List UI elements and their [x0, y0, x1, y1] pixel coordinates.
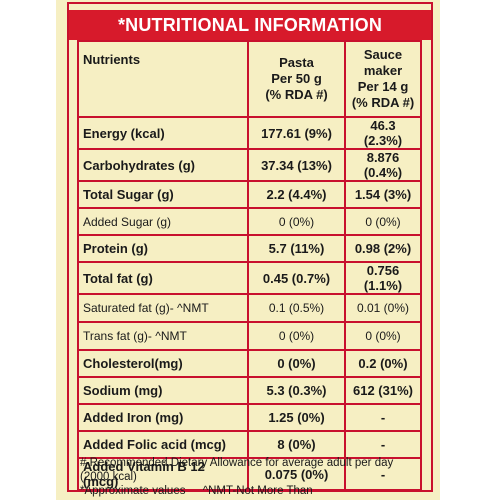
table-row: Cholesterol(mg) 0 (0%) 0.2 (0%): [77, 349, 422, 378]
row-name: Added Sugar (g): [77, 207, 249, 236]
row-sauce: 0 (0%): [344, 207, 422, 236]
row-sauce: 1.54 (3%): [344, 180, 422, 209]
row-pasta: 0.075 (0%): [247, 457, 346, 491]
footnotes: # Recommended Dietary Allowance for aver…: [80, 456, 425, 498]
row-sauce: 0 (0%): [344, 321, 422, 351]
row-name: Sodium (mg): [77, 376, 249, 405]
row-pasta: 0.1 (0.5%): [247, 293, 346, 323]
row-pasta: 2.2 (4.4%): [247, 180, 346, 209]
row-name: Total fat (g): [77, 261, 249, 295]
header-sauce: Sauce maker Per 14 g (% RDA #): [344, 40, 422, 118]
header-sauce-line2: Per 14 g: [357, 79, 409, 94]
row-pasta: 37.34 (13%): [247, 148, 346, 182]
row-pasta: 5.7 (11%): [247, 234, 346, 263]
row-sauce: 0.756 (1.1%): [344, 261, 422, 295]
table-row: Energy (kcal) 177.61 (9%) 46.3 (2.3%): [77, 116, 422, 150]
row-pasta: 1.25 (0%): [247, 403, 346, 432]
table-row: Total Sugar (g) 2.2 (4.4%) 1.54 (3%): [77, 180, 422, 209]
header-sauce-line3: (% RDA #): [351, 95, 415, 110]
row-name: Cholesterol(mg): [77, 349, 249, 378]
table-row: Added Folic acid (mcg) 8 (0%) -: [77, 430, 422, 459]
nutrition-title: *NUTRITIONAL INFORMATION: [69, 10, 431, 40]
footnote-approx: *Approximate values: [80, 485, 186, 497]
header-pasta-line3: (% RDA #): [265, 87, 328, 102]
row-name: Trans fat (g)- ^NMT: [77, 321, 249, 351]
footnote-nmt: ^NMT-Not More Than: [202, 485, 313, 497]
row-sauce: 46.3 (2.3%): [344, 116, 422, 150]
row-name: Saturated fat (g)- ^NMT: [77, 293, 249, 323]
table-row: Protein (g) 5.7 (11%) 0.98 (2%): [77, 234, 422, 263]
table-row: Saturated fat (g)- ^NMT 0.1 (0.5%) 0.01 …: [77, 293, 422, 323]
table-row: Total fat (g) 0.45 (0.7%) 0.756 (1.1%): [77, 261, 422, 295]
row-name: Total Sugar (g): [77, 180, 249, 209]
row-sauce: -: [344, 430, 422, 459]
row-sauce: -: [344, 457, 422, 491]
row-sauce: 0.2 (0%): [344, 349, 422, 378]
row-pasta: 0.45 (0.7%): [247, 261, 346, 295]
row-name: Protein (g): [77, 234, 249, 263]
header-nutrients: Nutrients: [77, 40, 249, 118]
row-sauce: 0.01 (0%): [344, 293, 422, 323]
row-pasta: 177.61 (9%): [247, 116, 346, 150]
row-pasta: 0 (0%): [247, 349, 346, 378]
row-pasta: 8 (0%): [247, 430, 346, 459]
row-sauce: 612 (31%): [344, 376, 422, 405]
row-pasta: 5.3 (0.3%): [247, 376, 346, 405]
row-sauce: 8.876 (0.4%): [344, 148, 422, 182]
footnote-rda: # Recommended Dietary Allowance for aver…: [80, 457, 394, 483]
header-sauce-line1: Sauce maker: [363, 47, 403, 78]
label-border: [67, 2, 433, 492]
table-row: Added Sugar (g) 0 (0%) 0 (0%): [77, 207, 422, 236]
row-pasta: 0 (0%): [247, 321, 346, 351]
row-sauce: 0.98 (2%): [344, 234, 422, 263]
table-row: Added Iron (mg) 1.25 (0%) -: [77, 403, 422, 432]
row-name: Added Vitamin B 12 (mcg): [77, 457, 249, 491]
row-name: Added Folic acid (mcg): [77, 430, 249, 459]
table-row: Added Vitamin B 12 (mcg) 0.075 (0%) -: [77, 457, 422, 491]
row-name: Carbohydrates (g): [77, 148, 249, 182]
row-sauce: -: [344, 403, 422, 432]
nutrition-table: Nutrients Pasta Per 50 g (% RDA #) Sauce…: [77, 40, 422, 491]
row-pasta: 0 (0%): [247, 207, 346, 236]
header-pasta-line1: Pasta: [279, 55, 314, 70]
row-name: Added Iron (mg): [77, 403, 249, 432]
header-pasta: Pasta Per 50 g (% RDA #): [247, 40, 346, 118]
footnote-row-2: *Approximate values ^NMT-Not More Than: [80, 484, 425, 498]
table-row: Carbohydrates (g) 37.34 (13%) 8.876 (0.4…: [77, 148, 422, 182]
row-name: Energy (kcal): [77, 116, 249, 150]
header-pasta-line2: Per 50 g: [271, 71, 322, 86]
table-row: Trans fat (g)- ^NMT 0 (0%) 0 (0%): [77, 321, 422, 351]
table-row: Sodium (mg) 5.3 (0.3%) 612 (31%): [77, 376, 422, 405]
